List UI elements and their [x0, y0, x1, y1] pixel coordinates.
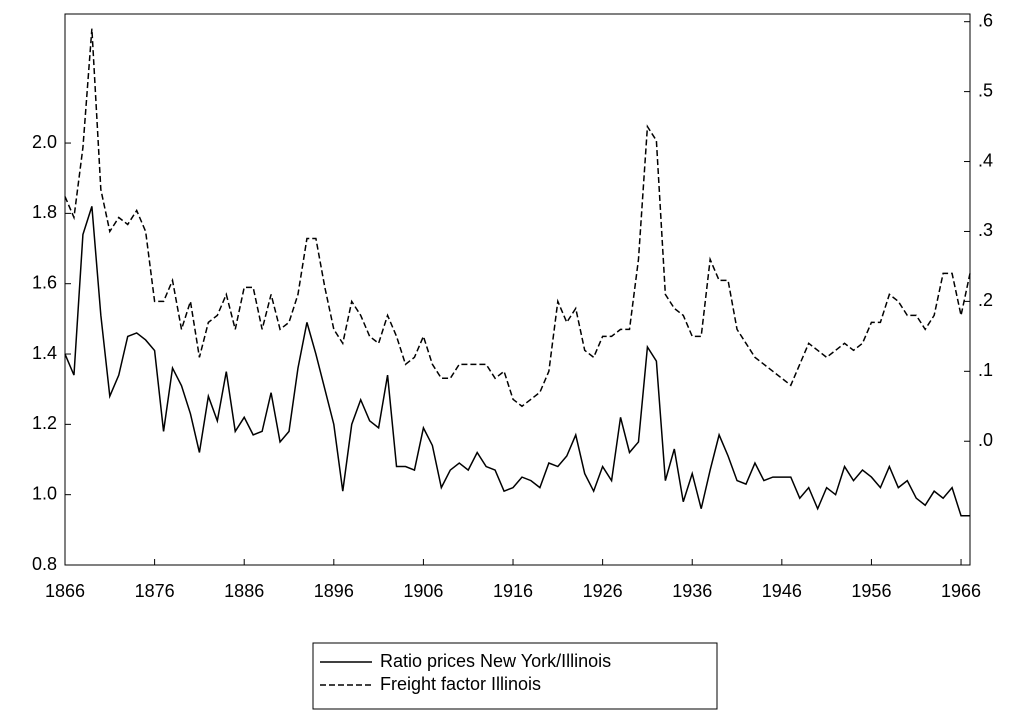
- y-tick-label: 1.6: [32, 272, 57, 292]
- y2-tick-label: .4: [978, 150, 993, 170]
- x-tick-label: 1896: [314, 581, 354, 601]
- x-tick-label: 1946: [762, 581, 802, 601]
- y-tick-label: 1.2: [32, 413, 57, 433]
- y2-tick-label: .1: [978, 360, 993, 380]
- series-line: [64, 28, 971, 408]
- x-tick-label: 1886: [224, 581, 264, 601]
- y-tick-label: 1.8: [32, 202, 57, 222]
- x-tick-label: 1966: [941, 581, 981, 601]
- x-tick-label: 1936: [672, 581, 712, 601]
- y2-tick-label: .5: [978, 80, 993, 100]
- y2-tick-label: .2: [978, 290, 993, 310]
- plot-frame: [64, 13, 971, 566]
- x-tick-label: 1876: [135, 581, 175, 601]
- y-tick-label: 1.0: [32, 483, 57, 503]
- x-tick-label: 1926: [583, 581, 623, 601]
- y2-tick-label: .6: [978, 10, 993, 30]
- x-tick-label: 1866: [45, 581, 85, 601]
- x-tick-label: 1906: [403, 581, 443, 601]
- legend-box: [312, 642, 718, 710]
- legend-label: Freight factor Illinois: [380, 674, 541, 694]
- series-line: [64, 206, 970, 517]
- x-tick-label: 1956: [851, 581, 891, 601]
- y2-tick-label: .3: [978, 220, 993, 240]
- y-tick-label: 0.8: [32, 554, 57, 574]
- x-tick-label: 1916: [493, 581, 533, 601]
- legend-label: Ratio prices New York/Illinois: [380, 651, 611, 671]
- y2-tick-label: .0: [978, 430, 993, 450]
- y-tick-label: 1.4: [32, 343, 57, 363]
- y-tick-label: 2.0: [32, 132, 57, 152]
